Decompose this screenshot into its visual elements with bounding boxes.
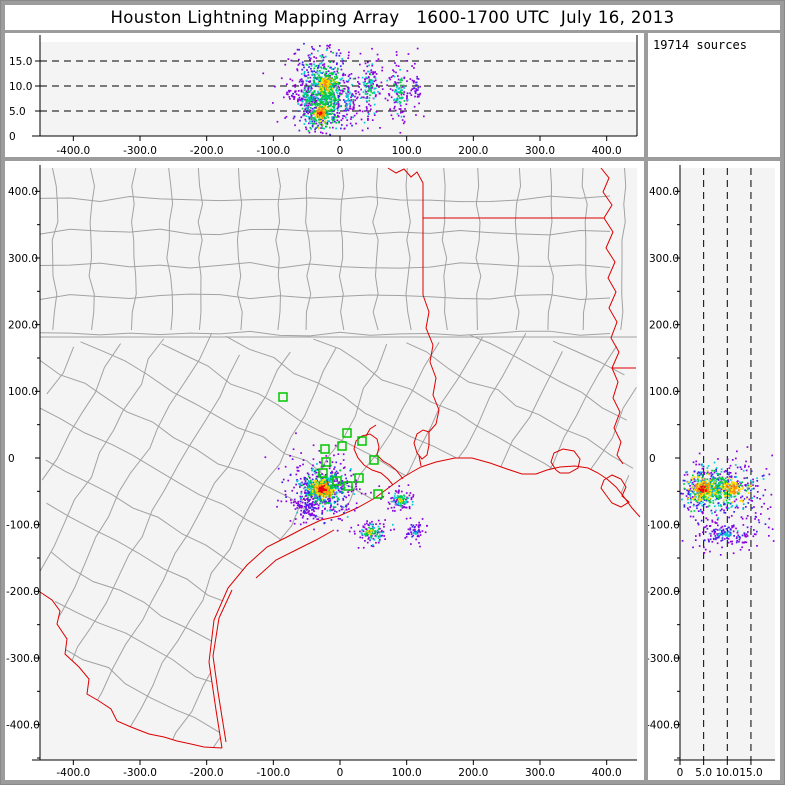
svg-text:-400.0: -400.0 <box>56 145 90 157</box>
svg-text:-100.0: -100.0 <box>256 145 290 157</box>
svg-text:400.0: 400.0 <box>8 186 38 198</box>
trinity-arm <box>365 424 377 437</box>
lma-station-marker <box>321 457 331 467</box>
title-bar: Houston Lightning Mapping Array 1600-170… <box>5 5 780 30</box>
svg-text:15.0: 15.0 <box>9 56 32 68</box>
svg-text:-100.0: -100.0 <box>6 519 40 531</box>
lightning-source-cluster <box>348 519 395 549</box>
plan-view-panel: 400.0 300.0 200.0 100.0 0 -100.0 -200.0 -300.0 -… <box>5 161 644 780</box>
svg-text:-300.0: -300.0 <box>123 145 157 157</box>
svg-text:400.0: 400.0 <box>592 145 622 157</box>
lightning-source-cluster <box>406 75 422 105</box>
calcasieu-lake <box>550 448 581 474</box>
svg-text:100.0: 100.0 <box>8 386 38 398</box>
sources-count-label: 19714 sources <box>653 38 747 52</box>
lightning-source-cluster <box>712 477 753 504</box>
svg-text:0: 0 <box>677 767 684 779</box>
ew-altitude-panel: 0 5.0 10.0 15.0 -400.0 -300.0 -200.0 -100.0 0 100… <box>5 33 644 157</box>
svg-text:-400.0: -400.0 <box>6 719 40 731</box>
plan-view-plot[interactable]: 400.0 300.0 200.0 100.0 0 -100.0 -200.0 -300.0 -… <box>5 161 644 780</box>
lightning-source-cluster <box>350 47 384 130</box>
lma-stations <box>278 392 383 499</box>
lma-station-marker <box>318 468 328 478</box>
mississippi-river <box>600 167 624 465</box>
svg-text:200.0: 200.0 <box>649 319 679 331</box>
lightning-source-cluster <box>377 47 425 134</box>
svg-text:10.0: 10.0 <box>9 81 32 93</box>
rio-grande <box>39 591 223 749</box>
sabine-outlet <box>418 455 422 467</box>
svg-text:-100.0: -100.0 <box>648 519 680 531</box>
barrier-island-matagorda <box>255 529 335 579</box>
svg-text:-200.0: -200.0 <box>190 145 224 157</box>
svg-text:15.0: 15.0 <box>739 767 762 779</box>
svg-text:100.0: 100.0 <box>392 145 422 157</box>
lightning-source-cluster <box>380 484 415 520</box>
lightning-source-cluster <box>294 490 334 526</box>
lma-station-marker <box>354 473 364 483</box>
sources-box: 19714 sources <box>648 33 780 157</box>
lightning-source-cluster <box>332 73 364 132</box>
lma-station-marker <box>278 392 288 402</box>
svg-text:-300.0: -300.0 <box>648 653 680 665</box>
lightning-source-cluster <box>292 74 317 121</box>
red-river <box>387 167 424 184</box>
lightning-source-cluster <box>681 515 775 556</box>
svg-text:100.0: 100.0 <box>392 767 422 779</box>
svg-text:200.0: 200.0 <box>458 145 488 157</box>
svg-text:-300.0: -300.0 <box>123 767 157 779</box>
lightning-source-cluster <box>264 432 381 532</box>
ew-altitude-plot[interactable]: 0 5.0 10.0 15.0 -400.0 -300.0 -200.0 -100.0 0 100… <box>5 33 644 157</box>
lma-station-marker <box>357 436 367 446</box>
lightning-source-cluster <box>312 61 342 105</box>
sabine-river <box>422 294 440 433</box>
plan-view-plot-area[interactable] <box>40 168 637 760</box>
svg-text:300.0: 300.0 <box>525 145 555 157</box>
sabine-lake <box>413 429 430 460</box>
lma-station-marker <box>337 441 347 451</box>
svg-text:5.0: 5.0 <box>695 767 712 779</box>
svg-text:-200.0: -200.0 <box>648 586 680 598</box>
svg-text:0: 0 <box>337 145 344 157</box>
state-borders <box>39 167 641 749</box>
lightning-source-cluster <box>283 78 297 100</box>
svg-text:-400.0: -400.0 <box>56 767 90 779</box>
vermilion-bay <box>600 474 630 508</box>
svg-text:-400.0: -400.0 <box>648 719 680 731</box>
gulf-coastline <box>208 457 641 749</box>
svg-text:300.0: 300.0 <box>649 253 679 265</box>
svg-text:5.0: 5.0 <box>9 106 26 118</box>
svg-text:200.0: 200.0 <box>8 319 38 331</box>
ns-altitude-plot[interactable]: 400.0 300.0 200.0 100.0 0 -100.0 -200.0 -300.0 -… <box>648 161 780 780</box>
svg-text:-200.0: -200.0 <box>6 586 40 598</box>
svg-text:0: 0 <box>649 453 656 465</box>
barrier-island-padre <box>212 589 233 743</box>
lightning-source-cluster <box>404 517 428 548</box>
svg-text:10.0: 10.0 <box>716 767 739 779</box>
ns-altitude-panel: 400.0 300.0 200.0 100.0 0 -100.0 -200.0 -300.0 -… <box>648 161 780 780</box>
svg-text:0: 0 <box>9 131 16 143</box>
window-title: Houston Lightning Mapping Array 1600-170… <box>110 8 675 27</box>
svg-text:400.0: 400.0 <box>592 767 622 779</box>
svg-text:300.0: 300.0 <box>8 253 38 265</box>
lma-station-marker <box>343 481 353 491</box>
svg-text:-300.0: -300.0 <box>6 653 40 665</box>
svg-text:0: 0 <box>8 453 15 465</box>
lma-station-marker <box>320 444 330 454</box>
svg-text:200.0: 200.0 <box>458 767 488 779</box>
lma-station-marker <box>373 489 383 499</box>
lightning-source-cluster <box>327 44 331 49</box>
svg-text:400.0: 400.0 <box>649 186 679 198</box>
lma-station-marker <box>369 455 379 465</box>
svg-text:0: 0 <box>337 767 344 779</box>
svg-text:-100.0: -100.0 <box>256 767 290 779</box>
svg-text:300.0: 300.0 <box>525 767 555 779</box>
lma-station-marker <box>342 428 352 438</box>
lma-station-marker <box>332 476 342 486</box>
lightning-source-cluster <box>687 470 720 502</box>
svg-text:100.0: 100.0 <box>649 386 679 398</box>
svg-text:-200.0: -200.0 <box>190 767 224 779</box>
